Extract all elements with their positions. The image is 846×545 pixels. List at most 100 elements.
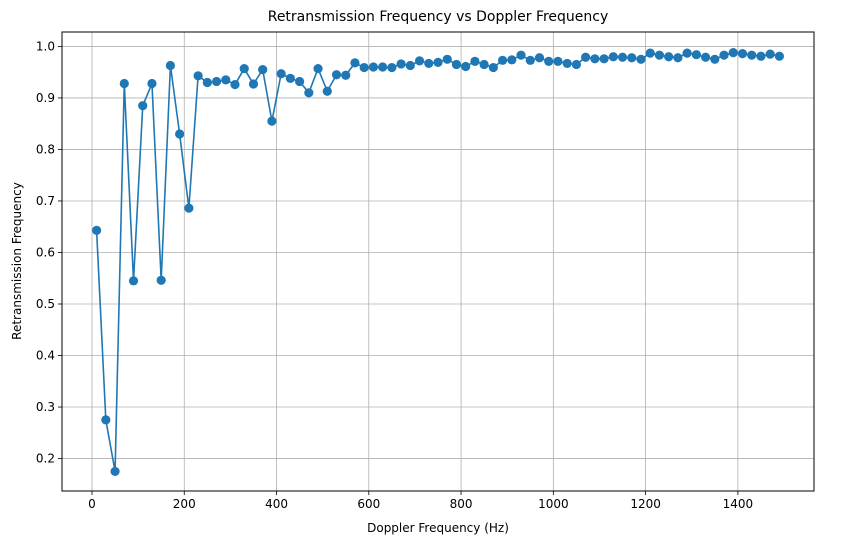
data-point [581, 52, 591, 62]
data-point [313, 63, 323, 74]
data-point [175, 129, 185, 139]
y-tick-label: 0.8 [36, 142, 55, 156]
data-point [387, 62, 397, 73]
data-point [562, 58, 572, 69]
data-point [331, 70, 342, 80]
y-axis: 0.2 0.3 0.4 0.5 0.6 0.7 0.8 0.9 1.0 [36, 39, 62, 466]
data-point [405, 60, 415, 71]
data-point [756, 51, 766, 61]
data-point [414, 56, 425, 66]
data-point [664, 52, 674, 62]
data-point [230, 79, 240, 90]
data-point [202, 77, 212, 88]
data-point [211, 76, 222, 87]
data-point [378, 62, 388, 72]
data-point [156, 275, 166, 285]
plot-frame [61, 31, 815, 492]
y-tick-label: 0.9 [36, 91, 55, 105]
data-point [184, 203, 194, 213]
data-point [433, 57, 443, 67]
data-point [193, 71, 203, 81]
data-point [682, 48, 692, 58]
data-point [442, 54, 452, 64]
data-point [497, 55, 508, 65]
data-point [239, 63, 249, 74]
x-tick-label: 1400 [723, 497, 754, 511]
data-point [608, 52, 618, 62]
series-line [95, 51, 780, 473]
y-tick-label: 0.4 [36, 349, 55, 363]
data-point [221, 75, 231, 85]
data-point [516, 50, 526, 60]
data-point [470, 56, 480, 66]
x-tick-label: 1000 [538, 497, 569, 511]
data-point [654, 50, 665, 60]
data-point [248, 79, 259, 89]
data-point [627, 53, 637, 63]
data-point [525, 55, 535, 65]
x-tick-label: 800 [450, 497, 473, 511]
data-point [350, 58, 360, 68]
data-point [165, 60, 176, 71]
data-point [673, 53, 683, 63]
data-point [599, 54, 609, 64]
data-point [700, 52, 711, 62]
data-point [276, 69, 286, 79]
data-point [110, 466, 120, 477]
chart-title: Retransmission Frequency vs Doppler Freq… [268, 9, 609, 25]
data-point [147, 78, 157, 89]
y-tick-label: 0.7 [36, 194, 55, 208]
data-point [101, 415, 111, 425]
data-point [544, 56, 554, 66]
data-point [368, 62, 379, 72]
y-tick-label: 1.0 [36, 39, 55, 53]
x-tick-label: 600 [357, 497, 380, 511]
x-tick-label: 0 [88, 497, 96, 511]
data-point [424, 58, 434, 69]
data-point [636, 54, 646, 64]
data-point [617, 52, 628, 62]
data-point [451, 59, 462, 70]
data-point [359, 62, 369, 73]
data-point [765, 49, 775, 59]
data-point [747, 50, 757, 60]
data-point [396, 59, 406, 69]
data-point [645, 48, 655, 58]
y-tick-label: 0.6 [36, 245, 55, 259]
x-tick-label: 200 [173, 497, 196, 511]
data-point [571, 59, 582, 70]
data-point [691, 50, 701, 60]
data-point [590, 54, 600, 64]
data-point [138, 101, 148, 111]
y-tick-label: 0.5 [36, 297, 55, 311]
x-tick-label: 400 [265, 497, 288, 511]
data-point [119, 78, 129, 89]
data-point [461, 61, 471, 72]
x-tick-label: 1200 [630, 497, 661, 511]
y-tick-label: 0.2 [36, 452, 55, 466]
data-point [479, 59, 489, 70]
data-point [534, 53, 545, 63]
x-axis: 0 200 400 600 800 1000 1200 1400 [88, 491, 753, 511]
series [92, 48, 784, 477]
data-point [322, 86, 332, 96]
data-point [285, 73, 295, 83]
data-point [507, 55, 517, 65]
data-point [267, 116, 277, 126]
data-point [728, 48, 738, 58]
y-axis-label: Retransmission Frequency [10, 182, 24, 340]
data-point [719, 50, 729, 60]
data-point [92, 225, 102, 235]
data-point [258, 65, 268, 75]
data-point [774, 51, 784, 61]
y-tick-label: 0.3 [36, 400, 55, 414]
data-point [737, 49, 748, 59]
x-axis-label: Doppler Frequency (Hz) [367, 521, 509, 535]
grid [62, 32, 814, 491]
data-point [488, 62, 498, 73]
data-point [294, 76, 305, 87]
data-point [128, 276, 139, 286]
data-point [341, 70, 351, 80]
data-point [710, 54, 720, 64]
